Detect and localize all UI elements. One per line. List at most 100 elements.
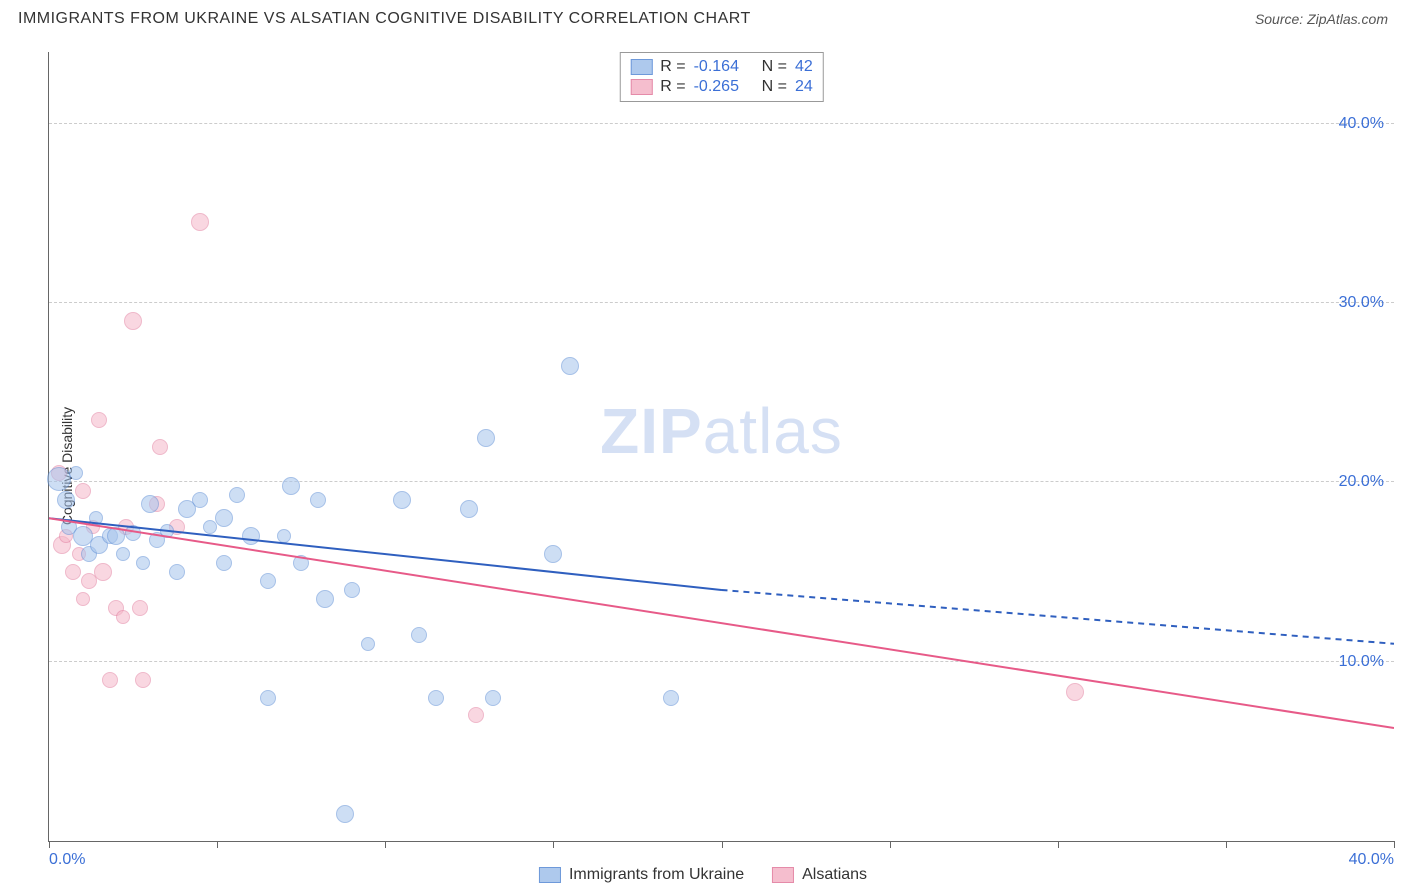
data-point-pink bbox=[116, 610, 130, 624]
legend-r-value: -0.265 bbox=[694, 78, 754, 96]
data-point-blue bbox=[229, 487, 245, 503]
data-point-blue bbox=[107, 527, 125, 545]
chart-area: Cognitive Disability ZIPatlas R =-0.164N… bbox=[0, 40, 1406, 892]
data-point-pink bbox=[1066, 683, 1084, 701]
data-point-pink bbox=[75, 483, 91, 499]
data-point-blue bbox=[485, 690, 501, 706]
chart-title: IMMIGRANTS FROM UKRAINE VS ALSATIAN COGN… bbox=[18, 10, 751, 28]
data-point-pink bbox=[152, 439, 168, 455]
data-point-pink bbox=[65, 564, 81, 580]
y-tick-label: 40.0% bbox=[1339, 115, 1384, 133]
watermark: ZIPatlas bbox=[600, 394, 843, 468]
data-point-blue bbox=[411, 627, 427, 643]
data-point-blue bbox=[192, 492, 208, 508]
data-point-blue bbox=[663, 690, 679, 706]
legend-row-blue: R = -0.164 N = 42 bbox=[630, 57, 812, 77]
source-prefix: Source: bbox=[1255, 11, 1307, 27]
data-point-blue bbox=[282, 477, 300, 495]
correlation-legend: R = -0.164 N = 42 R = -0.265 N = 24 bbox=[619, 52, 823, 102]
x-tick bbox=[217, 841, 218, 848]
data-point-blue bbox=[260, 690, 276, 706]
legend-n-value: 42 bbox=[795, 58, 813, 76]
legend-n-label: N = bbox=[762, 78, 787, 96]
trend-lines-layer bbox=[49, 52, 1394, 841]
data-point-blue bbox=[428, 690, 444, 706]
x-tick bbox=[722, 841, 723, 848]
legend-r-label: R = bbox=[660, 78, 685, 96]
x-tick bbox=[890, 841, 891, 848]
data-point-pink bbox=[468, 707, 484, 723]
legend-r-value: -0.164 bbox=[694, 58, 754, 76]
data-point-blue bbox=[316, 590, 334, 608]
data-point-blue bbox=[293, 555, 309, 571]
data-point-blue bbox=[336, 805, 354, 823]
data-point-blue bbox=[125, 525, 141, 541]
source-link[interactable]: ZipAtlas.com bbox=[1307, 11, 1388, 27]
source-attribution: Source: ZipAtlas.com bbox=[1255, 11, 1388, 27]
trend-line bbox=[49, 518, 722, 590]
data-point-pink bbox=[132, 600, 148, 616]
data-point-pink bbox=[102, 672, 118, 688]
legend-series-name: Immigrants from Ukraine bbox=[569, 866, 744, 884]
data-point-pink bbox=[124, 312, 142, 330]
x-tick-label: 40.0% bbox=[1349, 851, 1394, 869]
data-point-blue bbox=[116, 547, 130, 561]
data-point-blue bbox=[136, 556, 150, 570]
data-point-blue bbox=[89, 511, 103, 525]
y-tick-label: 20.0% bbox=[1339, 473, 1384, 491]
data-point-blue bbox=[160, 524, 174, 538]
data-point-blue bbox=[57, 491, 75, 509]
data-point-blue bbox=[215, 509, 233, 527]
gridline-h bbox=[49, 123, 1394, 124]
watermark-bold: ZIP bbox=[600, 395, 703, 467]
legend-swatch bbox=[772, 867, 794, 883]
data-point-blue bbox=[477, 429, 495, 447]
legend-n-label: N = bbox=[762, 58, 787, 76]
trend-line bbox=[722, 590, 1395, 644]
data-point-blue bbox=[47, 467, 71, 491]
legend-swatch bbox=[539, 867, 561, 883]
gridline-h bbox=[49, 481, 1394, 482]
x-tick bbox=[1394, 841, 1395, 848]
data-point-pink bbox=[135, 672, 151, 688]
legend-item-blue: Immigrants from Ukraine bbox=[539, 866, 744, 884]
y-tick-label: 10.0% bbox=[1339, 653, 1384, 671]
x-tick bbox=[1226, 841, 1227, 848]
trend-line bbox=[49, 518, 1394, 728]
watermark-light: atlas bbox=[703, 395, 843, 467]
data-point-pink bbox=[91, 412, 107, 428]
legend-n-value: 24 bbox=[795, 78, 813, 96]
x-tick bbox=[49, 841, 50, 848]
data-point-pink bbox=[76, 592, 90, 606]
legend-series-name: Alsatians bbox=[802, 866, 867, 884]
x-tick bbox=[385, 841, 386, 848]
data-point-pink bbox=[191, 213, 209, 231]
data-point-blue bbox=[361, 637, 375, 651]
legend-swatch bbox=[630, 79, 652, 95]
x-tick bbox=[553, 841, 554, 848]
legend-swatch bbox=[630, 59, 652, 75]
data-point-blue bbox=[260, 573, 276, 589]
data-point-blue bbox=[561, 357, 579, 375]
data-point-blue bbox=[544, 545, 562, 563]
data-point-blue bbox=[216, 555, 232, 571]
legend-row-pink: R = -0.265 N = 24 bbox=[630, 77, 812, 97]
data-point-blue bbox=[277, 529, 291, 543]
data-point-blue bbox=[393, 491, 411, 509]
data-point-pink bbox=[94, 563, 112, 581]
data-point-blue bbox=[69, 466, 83, 480]
plot-region: ZIPatlas R = -0.164 N = 42 R = -0.265 N = 24 10… bbox=[48, 52, 1394, 842]
x-tick bbox=[1058, 841, 1059, 848]
data-point-blue bbox=[460, 500, 478, 518]
data-point-blue bbox=[344, 582, 360, 598]
data-point-blue bbox=[141, 495, 159, 513]
data-point-blue bbox=[242, 527, 260, 545]
gridline-h bbox=[49, 661, 1394, 662]
data-point-blue bbox=[169, 564, 185, 580]
chart-header: IMMIGRANTS FROM UKRAINE VS ALSATIAN COGN… bbox=[0, 0, 1406, 34]
legend-r-label: R = bbox=[660, 58, 685, 76]
gridline-h bbox=[49, 302, 1394, 303]
x-tick-label: 0.0% bbox=[49, 851, 85, 869]
series-legend: Immigrants from Ukraine Alsatians bbox=[539, 866, 867, 884]
legend-item-pink: Alsatians bbox=[772, 866, 867, 884]
